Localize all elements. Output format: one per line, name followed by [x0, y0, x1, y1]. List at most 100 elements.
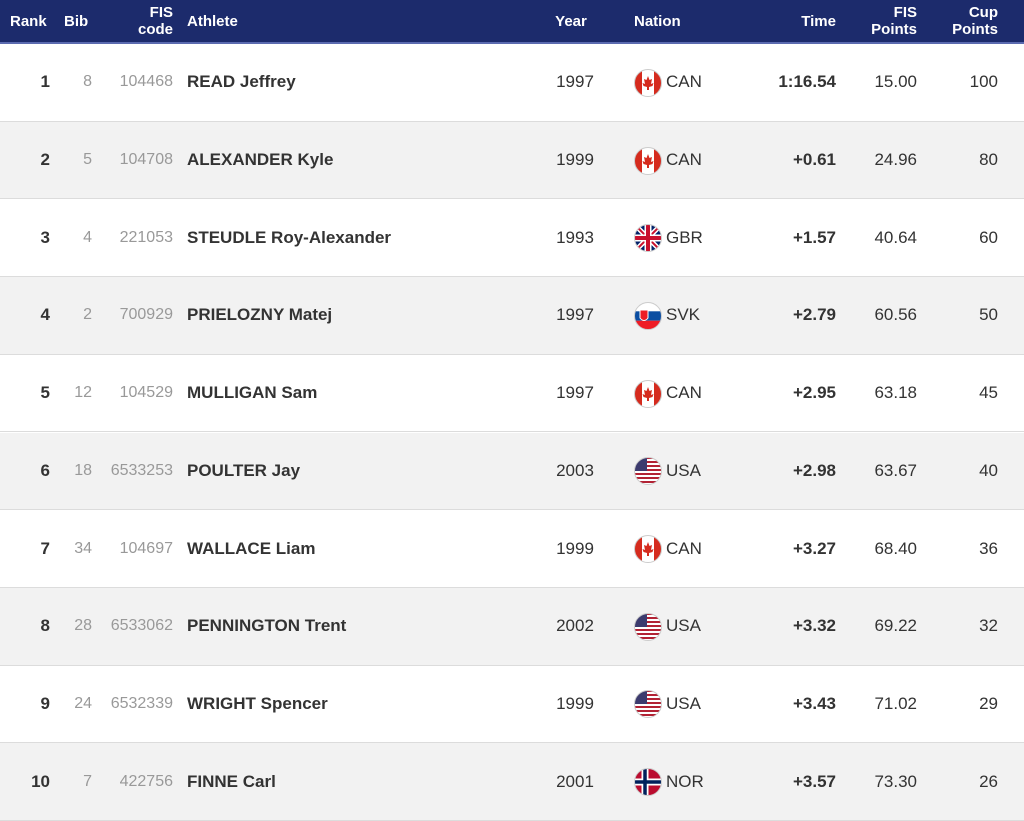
fis-points-cell: 69.22	[874, 616, 917, 636]
time-cell: 1:16.54	[778, 72, 836, 92]
table-header: Rank Bib FIS code Athlete Year Nation Time FIS …	[0, 0, 1024, 44]
result-row[interactable]: 4 2 700929 PRIELOZNY Matej 1997 SVK +2.79 60.56…	[0, 277, 1024, 355]
cup-points-cell: 32	[979, 616, 998, 636]
athlete-cell: FINNE Carl	[187, 771, 276, 791]
year-cell: 2002	[556, 616, 594, 636]
flag-icon	[634, 301, 662, 330]
nation-cell: USA	[666, 460, 701, 480]
time-cell: +0.61	[792, 150, 836, 170]
flag-icon	[634, 457, 662, 486]
year-cell: 1993	[556, 227, 594, 247]
nation-cell: CAN	[666, 538, 702, 558]
result-row[interactable]: 1 8 104468 READ Jeffrey 1997 CAN 1:16.54 15.00 1…	[0, 44, 1024, 122]
result-row[interactable]: 6 18 6533253 POULTER Jay 2003 USA +2.98 63.67 40	[0, 432, 1024, 511]
athlete-cell: WRIGHT Spencer	[187, 693, 328, 713]
flag-icon	[634, 768, 662, 797]
cup-points-cell: 100	[969, 72, 998, 92]
year-cell: 1997	[556, 72, 594, 92]
athlete-cell: POULTER Jay	[187, 460, 301, 480]
athlete-cell: WALLACE Liam	[187, 538, 316, 558]
athlete-cell: STEUDLE Roy-Alexander	[187, 227, 392, 247]
bib-cell: 8	[83, 73, 92, 91]
fis-points-cell: 63.18	[874, 383, 917, 403]
nation-cell: GBR	[666, 227, 703, 247]
fis-points-cell: 24.96	[874, 150, 917, 170]
fis-points-cell: 71.02	[874, 693, 917, 713]
time-cell: +3.27	[792, 538, 836, 558]
fis-points-cell: 73.30	[874, 771, 917, 791]
year-cell: 1999	[556, 150, 594, 170]
rank-cell: 1	[40, 72, 50, 92]
time-cell: +2.95	[792, 383, 836, 403]
bib-cell: 24	[74, 694, 92, 712]
rank-cell: 2	[40, 150, 50, 170]
result-row[interactable]: 9 24 6532339 WRIGHT Spencer 1999 USA +3.43 71.0…	[0, 666, 1024, 744]
header-year: Year	[555, 12, 587, 30]
flag-icon	[634, 379, 662, 408]
rank-cell: 5	[40, 383, 50, 403]
rank-cell: 9	[40, 693, 50, 713]
result-row[interactable]: 10 7 422756 FINNE Carl 2001 NOR +3.57 73.30 26	[0, 743, 1024, 821]
nation-cell: USA	[666, 693, 701, 713]
year-cell: 1997	[556, 305, 594, 325]
fis-code-cell: 6533253	[110, 461, 173, 479]
nation-cell: CAN	[666, 72, 702, 92]
result-row[interactable]: 3 4 221053 STEUDLE Roy-Alexander 1993 GBR +1.5…	[0, 199, 1024, 278]
bib-cell: 5	[83, 151, 92, 169]
fis-code-cell: 6532339	[110, 694, 173, 712]
fis-code-cell: 700929	[119, 306, 173, 324]
fis-points-cell: 63.67	[874, 460, 917, 480]
cup-points-cell: 60	[979, 227, 998, 247]
time-cell: +3.57	[792, 771, 836, 791]
header-cup-points: Cup Points	[952, 4, 998, 38]
cup-points-cell: 50	[979, 305, 998, 325]
bib-cell: 4	[83, 228, 92, 246]
rank-cell: 3	[40, 227, 50, 247]
cup-points-cell: 29	[979, 693, 998, 713]
result-row[interactable]: 7 34 104697 WALLACE Liam 1999 CAN +3.27 68.40 36	[0, 510, 1024, 588]
athlete-cell: PENNINGTON Trent	[187, 616, 347, 636]
time-cell: +3.43	[792, 693, 836, 713]
flag-icon	[634, 68, 662, 97]
year-cell: 1999	[556, 693, 594, 713]
athlete-cell: READ Jeffrey	[187, 72, 296, 92]
fis-code-cell: 104708	[119, 151, 173, 169]
cup-points-cell: 80	[979, 150, 998, 170]
result-row[interactable]: 5 12 104529 MULLIGAN Sam 1997 CAN +2.95 63.18 45	[0, 355, 1024, 433]
bib-cell: 7	[83, 772, 92, 790]
time-cell: +2.79	[792, 305, 836, 325]
time-cell: +1.57	[792, 227, 836, 247]
bib-cell: 2	[83, 306, 92, 324]
header-nation: Nation	[634, 12, 681, 30]
nation-cell: SVK	[666, 305, 701, 325]
cup-points-cell: 36	[979, 538, 998, 558]
rank-cell: 4	[40, 305, 50, 325]
rank-cell: 7	[40, 538, 50, 558]
year-cell: 2003	[556, 460, 594, 480]
result-row[interactable]: 8 28 6533062 PENNINGTON Trent 2002 USA +3.32 69…	[0, 587, 1024, 666]
fis-code-cell: 221053	[119, 228, 173, 246]
flag-icon	[634, 224, 662, 253]
flag-icon	[634, 690, 662, 719]
time-cell: +2.98	[792, 460, 836, 480]
athlete-cell: MULLIGAN Sam	[187, 383, 318, 403]
fis-points-cell: 60.56	[874, 305, 917, 325]
result-row[interactable]: 2 5 104708 ALEXANDER Kyle 1999 CAN +0.61 24.96 8…	[0, 121, 1024, 200]
rank-cell: 8	[40, 616, 50, 636]
cup-points-cell: 26	[979, 771, 998, 791]
fis-points-cell: 68.40	[874, 538, 917, 558]
year-cell: 1999	[556, 538, 594, 558]
rank-cell: 10	[31, 771, 50, 791]
nation-cell: CAN	[666, 383, 702, 403]
bib-cell: 12	[74, 384, 92, 402]
bib-cell: 18	[74, 461, 92, 479]
header-fis-code: FIS code	[137, 4, 173, 38]
nation-cell: CAN	[666, 150, 702, 170]
time-cell: +3.32	[792, 616, 836, 636]
fis-points-cell: 40.64	[874, 227, 917, 247]
flag-icon	[634, 146, 662, 175]
bib-cell: 28	[74, 617, 92, 635]
rank-cell: 6	[40, 460, 50, 480]
header-bib: Bib	[64, 12, 89, 30]
